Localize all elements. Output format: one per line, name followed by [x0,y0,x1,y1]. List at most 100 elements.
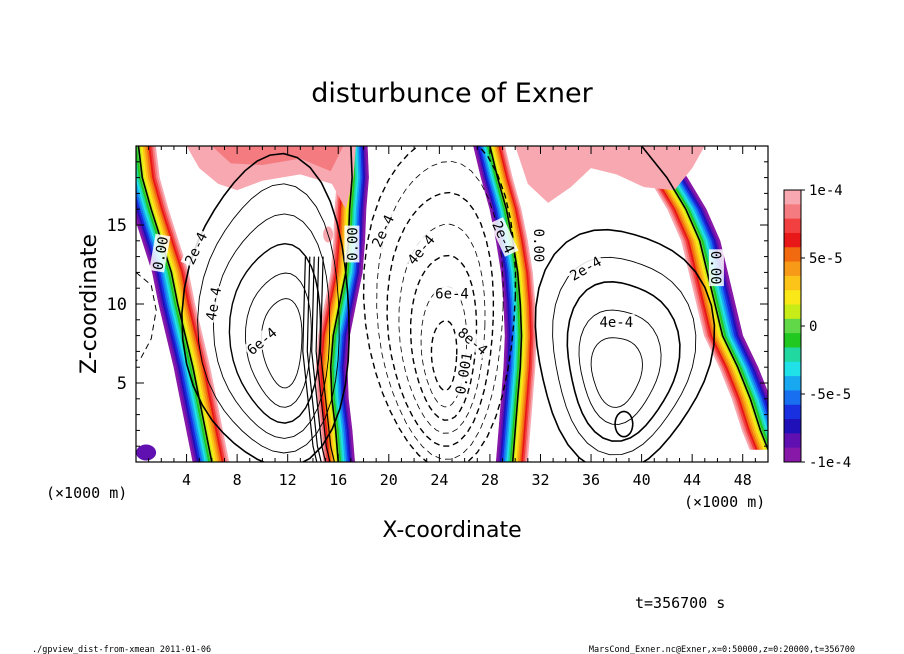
contour-line [319,256,335,462]
contour-line [362,146,517,462]
x-unit-left: (×1000 m) [46,484,127,502]
contour-line [489,146,523,462]
colorbar-swatch [784,361,801,377]
x-axis-label: X-coordinate [382,518,521,543]
x-tick-label: 20 [380,471,398,489]
contour-line [552,256,697,456]
colorbar-swatch [784,232,801,248]
x-tick-label: 28 [481,471,499,489]
colorbar-swatch [784,347,801,363]
colorbar-swatch [784,190,801,205]
contour-label-backing [402,230,439,269]
colorbar-swatch [784,204,801,220]
contour-line [228,242,322,424]
contour-label: 0.00 [707,251,723,285]
contour-line [534,228,716,462]
color-band [345,146,369,462]
x-tick-label: 16 [329,471,347,489]
contour-label-backing [532,227,547,264]
contour-label-backing [149,233,171,273]
x-tick-label: 32 [531,471,549,489]
contour-label-backing [180,228,210,268]
contour-line [197,183,340,454]
contour-label-item: 6e-4 [433,285,471,303]
colorbar-swatch [784,290,801,305]
contour-label-backing [242,323,281,359]
colorbar-label: -1e-4 [809,455,851,471]
y-tick-label: 5 [117,374,127,394]
colorbar-swatch [784,419,801,434]
colorbar-label: 0 [809,319,817,335]
color-blob [136,444,157,461]
colorbar-swatch [784,390,801,406]
contour-line [137,146,213,462]
x-tick-label: 44 [683,471,701,489]
contour-label-backing [454,323,493,359]
contour-label: 0.00 [150,235,172,271]
contour-line [386,191,495,447]
contour-label-item: 0.00 [530,227,547,264]
contour-label-item: 0.00 [344,225,361,263]
colorbar-swatch [784,447,801,463]
contour-line [410,254,478,421]
y-tick-label: 15 [107,216,127,236]
x-tick-label: 8 [233,471,242,489]
colorbar-swatch [784,318,801,334]
colorbar-swatch [784,433,801,449]
footer-right: MarsCond_Exner.nc@Exner,x=0:50000,z=0:20… [589,645,855,654]
colorbar-swatch [784,247,801,262]
colorbar-swatch [784,304,801,320]
x-unit-right: (×1000 m) [684,493,765,511]
contour-label-item: 4e-4 [597,314,635,331]
contour-label-backing [565,252,605,284]
contour-label: 4e-4 [204,286,226,322]
colorbar-label: -5e-5 [809,387,851,403]
contour-label: 4e-4 [599,315,633,331]
contour-label-backing [344,225,360,263]
x-tick-label: 24 [430,471,448,489]
y-tick-label: 10 [107,295,127,315]
contour-label-backing [367,210,397,251]
chart-title: disturbunce of Exner [311,78,593,109]
colorbar-swatch [784,333,801,348]
contour-line [329,146,353,462]
contour-label-item: 0.001 [451,349,476,398]
color-plume [515,146,705,203]
contour-line [640,146,768,450]
contour-label: 0.00 [530,229,546,263]
contour-label-backing [202,284,224,324]
x-tick-label: 4 [182,471,191,489]
colorbar-swatch [784,261,801,277]
contour-label-item: 0.00 [149,233,172,273]
y-axis: 5 10 15 [107,145,768,463]
colorbar [784,190,801,463]
colorbar-labels: 1e-4 5e-5 0 -5e-5 -1e-4 [801,183,851,471]
contour-label: 0.00 [345,227,361,261]
contour-lines [136,146,768,462]
contour-line [430,319,458,392]
colorbar-swatch [784,275,801,291]
contour-line [212,213,331,439]
contour-line [181,152,351,462]
x-tick-label: 36 [582,471,600,489]
contour-label-backing [433,285,471,301]
contour-line [566,280,681,442]
contour-line [302,256,318,462]
x-tick-label: 48 [734,471,752,489]
contour-label-backing [489,217,519,257]
colorbar-swatch [784,404,801,420]
contour-line [315,256,331,462]
contour-label: 0.001 [453,351,476,395]
x-axis: 4 8 12 16 20 24 28 32 36 40 44 48 [135,146,769,489]
contour-line [614,410,634,438]
contour-line [590,337,643,408]
contour-label-backing [708,249,724,287]
contour-label-backing [597,314,635,329]
footer-left: ./gpview_dist-from-xmean 2011-01-06 [32,645,211,654]
contour-line [306,256,322,462]
contour-label-backing [451,349,475,398]
colorbar-label: 1e-4 [809,183,843,199]
colorbar-swatch [784,218,801,234]
contour-label-item: 0.00 [707,249,724,287]
